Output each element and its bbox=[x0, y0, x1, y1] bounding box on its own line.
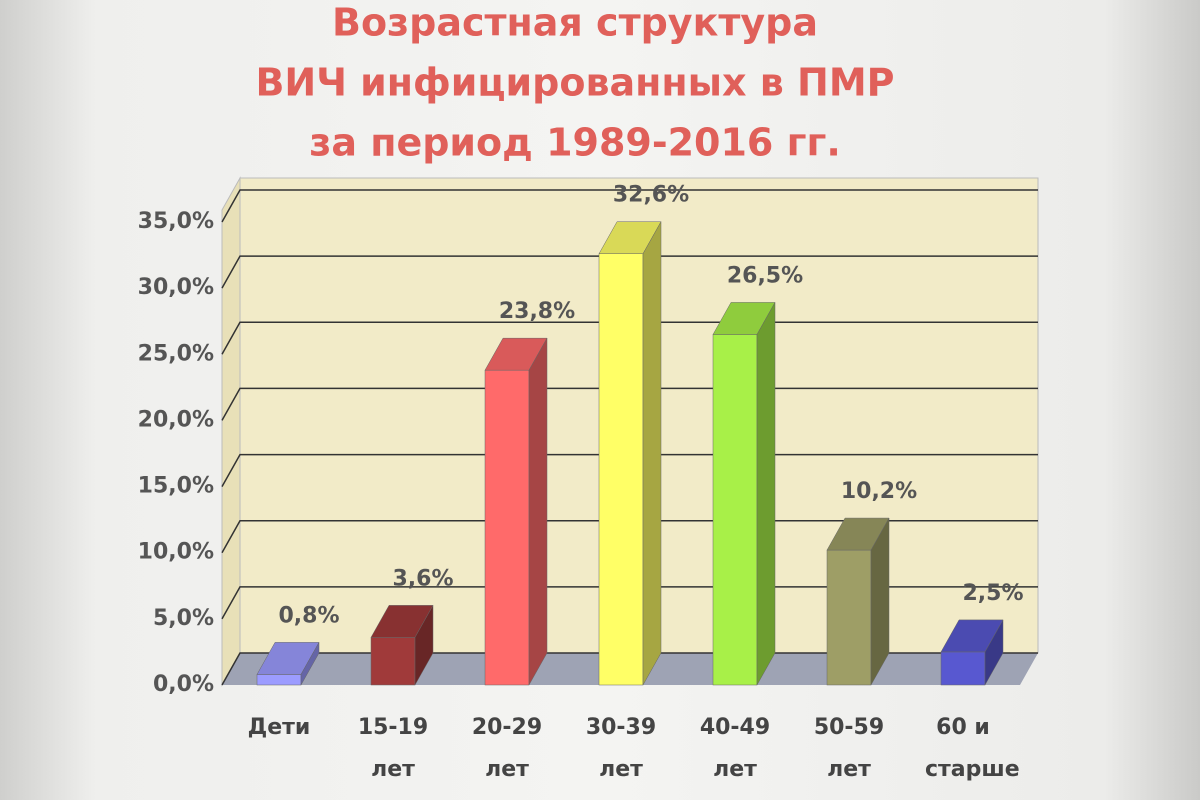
y-tick-label: 0,0% bbox=[153, 672, 214, 697]
bar-side bbox=[642, 220, 662, 686]
bar bbox=[940, 651, 986, 686]
x-tick-label: 15-19 лет bbox=[357, 715, 429, 782]
bar bbox=[256, 674, 302, 686]
value-label: 10,2% bbox=[841, 479, 917, 504]
bar-side bbox=[756, 301, 776, 686]
bar-side bbox=[870, 517, 890, 686]
bar-side bbox=[528, 337, 548, 686]
y-tick-label: 20,0% bbox=[138, 407, 214, 432]
grid-line bbox=[221, 189, 1038, 223]
y-tick-label: 10,0% bbox=[138, 540, 214, 565]
chart-title: Возрастная структура bbox=[332, 1, 818, 45]
value-label: 0,8% bbox=[278, 603, 339, 628]
chart-title: ВИЧ инфицированных в ПМР bbox=[255, 61, 894, 105]
bar-side bbox=[414, 604, 434, 686]
x-tick-label: 60 и старше bbox=[925, 715, 1020, 782]
y-tick-label: 5,0% bbox=[153, 606, 214, 631]
bar bbox=[826, 549, 872, 686]
y-tick-label: 30,0% bbox=[138, 275, 214, 300]
value-label: 32,6% bbox=[613, 183, 689, 208]
x-tick-label: 50-59 лет bbox=[813, 715, 885, 782]
bar bbox=[484, 369, 530, 686]
chart-title: за период 1989-2016 гг. bbox=[309, 121, 841, 165]
bar-side bbox=[300, 641, 320, 686]
y-tick-label: 25,0% bbox=[138, 341, 214, 366]
value-label: 23,8% bbox=[499, 299, 575, 324]
side-wall bbox=[221, 176, 241, 687]
x-tick-label: 30-39 лет bbox=[585, 715, 657, 782]
y-tick-label: 35,0% bbox=[138, 209, 214, 234]
value-label: 2,5% bbox=[962, 581, 1023, 606]
value-label: 3,6% bbox=[392, 566, 453, 591]
bar bbox=[712, 334, 758, 686]
value-label: 26,5% bbox=[727, 263, 803, 288]
bar bbox=[598, 253, 644, 686]
grid-line bbox=[221, 255, 1038, 289]
x-tick-label: Дети bbox=[247, 715, 311, 740]
y-tick-label: 15,0% bbox=[138, 474, 214, 499]
bar bbox=[370, 637, 416, 686]
bar-side bbox=[984, 618, 1004, 686]
x-tick-label: 40-49 лет bbox=[699, 715, 771, 782]
x-tick-label: 20-29 лет bbox=[471, 715, 543, 782]
